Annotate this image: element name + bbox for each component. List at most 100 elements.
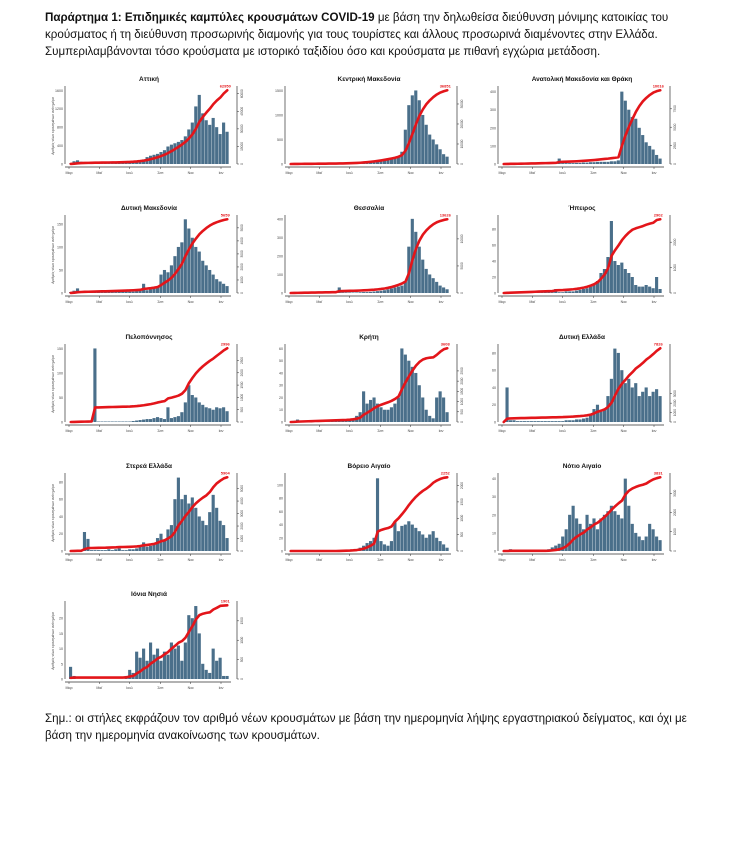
chart-panel: Νότιο Αιγαίο 0 10 20 30 40 Μαρ Μαϊ Ιουλ Σεπ Νοε Ιαν… <box>478 459 690 569</box>
y-tick-label: 100 <box>277 483 283 487</box>
right-tick-label: 500 <box>460 409 464 415</box>
daily-cases-bar <box>375 160 380 164</box>
daily-cases-bar <box>648 396 652 422</box>
y-tick-label: 0 <box>61 421 63 425</box>
daily-cases-bar <box>655 154 659 164</box>
right-tick-label: 1000 <box>240 636 244 643</box>
daily-cases-bar <box>564 163 568 164</box>
right-tick-label: 1000 <box>460 398 464 405</box>
chart-panel: Στερεά Ελλάδα 0 20 40 60 80 Μαρ Μαϊ Ιουλ Σεπ Νοε Ια… <box>45 459 257 569</box>
daily-cases-bar <box>341 292 345 293</box>
x-tick-label: Ιουλ <box>346 558 353 562</box>
daily-cases-bar <box>508 420 513 422</box>
y-tick-label: 0 <box>61 163 63 167</box>
x-tick-label: Μαϊ <box>529 558 535 562</box>
y-tick-label: 40 <box>492 477 496 481</box>
y-tick-label: 100 <box>57 371 63 375</box>
y-tick-label: 1500 <box>275 89 283 93</box>
daily-cases-bar <box>554 545 558 551</box>
daily-cases-bar <box>435 397 439 422</box>
right-tick-label: 1500 <box>460 388 464 395</box>
daily-cases-bar <box>110 550 114 551</box>
y-tick-label: 100 <box>277 273 283 277</box>
x-tick-label: Ιαν <box>219 558 224 562</box>
epidemic-curve-chart: Θεσσαλία 0 100 200 300 400 Μαρ Μαϊ Ιουλ Σεπ Νοε Ιαν… <box>277 204 464 304</box>
daily-cases-bar <box>400 525 404 551</box>
daily-cases-bar <box>155 417 160 422</box>
epidemic-curve-chart: Πελοπόννησος 0 50 100 150 Μαρ Μαϊ Ιουλ Σεπ Νοε Ιαν… <box>51 333 244 433</box>
y-tick-label: 50 <box>59 396 63 400</box>
daily-cases-bar <box>169 525 173 551</box>
daily-cases-bar <box>375 478 380 551</box>
daily-cases-bar <box>578 523 582 551</box>
epidemic-curve-chart: Βόρειο Αιγαίο 0 20 40 60 80 100 Μαρ Μαϊ Ιουλ Σεπ Νο… <box>277 463 464 562</box>
daily-cases-bar <box>194 606 198 679</box>
daily-cases-bar <box>103 550 107 551</box>
daily-cases-bar <box>89 550 93 551</box>
daily-cases-bar <box>152 288 156 293</box>
daily-cases-bar <box>128 549 132 551</box>
daily-cases-bar <box>114 292 118 293</box>
daily-cases-bar <box>630 523 634 551</box>
daily-cases-bar <box>431 139 435 164</box>
daily-cases-bar <box>644 285 648 293</box>
daily-cases-bar <box>124 291 128 293</box>
daily-cases-bar <box>389 158 393 164</box>
right-tick-label: 0 <box>460 292 464 294</box>
x-tick-label: Νοε <box>408 171 415 175</box>
daily-cases-bar <box>131 421 135 422</box>
right-tick-label: 5000 <box>460 262 464 269</box>
daily-cases-bar <box>110 292 114 293</box>
right-tick-label: 2000 <box>673 509 677 516</box>
daily-cases-bar <box>595 529 600 551</box>
daily-cases-bar <box>588 415 593 422</box>
daily-cases-bar <box>69 666 73 679</box>
daily-cases-bar <box>201 520 205 551</box>
daily-cases-bar <box>82 532 87 551</box>
daily-cases-bar <box>124 550 128 551</box>
right-tick-label: 500 <box>460 532 464 538</box>
daily-cases-bar <box>138 290 142 293</box>
daily-cases-bar <box>575 162 579 164</box>
x-tick-label: Νοε <box>188 558 195 562</box>
daily-cases-bar <box>393 521 397 551</box>
daily-cases-bar <box>602 269 606 293</box>
y-tick-label: 80 <box>279 497 283 501</box>
y-tick-label: 15 <box>59 632 63 636</box>
right-tick-label: 2000 <box>673 399 677 406</box>
right-tick-label: 1000 <box>460 514 464 521</box>
daily-cases-bar <box>407 360 411 422</box>
y-tick-label: 0 <box>494 163 496 167</box>
daily-cases-bar <box>595 161 600 164</box>
daily-cases-bar <box>578 289 582 293</box>
daily-cases-bar <box>152 544 156 551</box>
chart-panel: Βόρειο Αιγαίο 0 20 40 60 80 100 Μαρ Μαϊ Ιουλ Σεπ Νο… <box>265 459 477 569</box>
daily-cases-bar <box>211 274 215 293</box>
daily-cases-bar <box>655 277 659 293</box>
daily-cases-bar <box>162 150 167 164</box>
right-tick-label: 5000 <box>240 485 244 492</box>
daily-cases-bar <box>592 285 596 293</box>
daily-cases-bar <box>599 161 603 164</box>
appendix-title: Παράρτημα 1: Επιδημικές καμπύλες κρουσμά… <box>45 11 375 24</box>
daily-cases-bar <box>602 409 606 422</box>
cumulative-total-label: 10016 <box>653 83 665 88</box>
daily-cases-bar <box>341 420 345 422</box>
daily-cases-bar <box>547 421 551 422</box>
daily-cases-bar <box>431 531 435 551</box>
footnote: Σημ.: οι στήλες εκφράζουν τον αριθμό νέω… <box>45 712 687 742</box>
x-tick-label: Μαϊ <box>316 171 322 175</box>
daily-cases-bar <box>187 615 191 679</box>
chart-title: Κρήτη <box>359 334 379 341</box>
x-tick-label: Ιουλ <box>346 300 353 304</box>
daily-cases-bar <box>201 260 205 293</box>
daily-cases-bar <box>183 136 187 164</box>
x-tick-label: Ιουλ <box>126 686 133 690</box>
daily-cases-bar <box>595 281 600 293</box>
x-tick-label: Μαϊ <box>529 300 535 304</box>
epidemic-curve-chart: Κεντρική Μακεδονία 0 500 1000 1500 Μαρ Μαϊ Ιουλ… <box>275 76 464 175</box>
daily-cases-bar <box>410 366 414 422</box>
daily-cases-bar <box>571 291 575 293</box>
daily-cases-bar <box>135 420 139 422</box>
daily-cases-bar <box>641 391 645 422</box>
